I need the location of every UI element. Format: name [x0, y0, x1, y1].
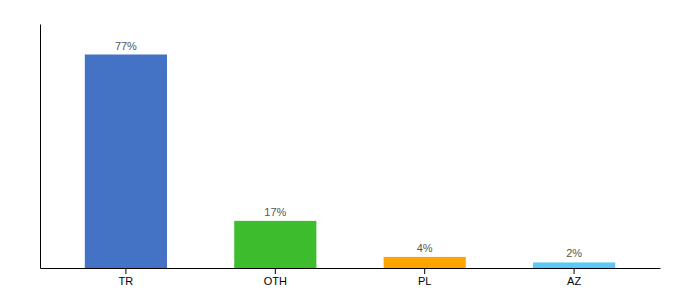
x-axis: TR OTH PL AZ	[41, 268, 661, 287]
x-tick-label: TR	[119, 275, 134, 287]
data-label: 77%	[115, 40, 137, 52]
bar	[85, 55, 167, 269]
data-labels: 77% 17% 4% 2%	[115, 40, 582, 260]
x-tick-mark	[424, 268, 425, 274]
x-tick: AZ	[567, 268, 581, 287]
x-tick-mark	[275, 268, 276, 274]
chart: TR OTH PL AZ 77% 17% 4% 2%	[0, 0, 680, 300]
x-tick: PL	[418, 268, 431, 287]
y-axis	[40, 25, 41, 269]
x-tick: OTH	[264, 268, 287, 287]
bars	[85, 55, 615, 269]
x-tick: TR	[119, 268, 134, 287]
x-tick-mark	[125, 268, 126, 274]
bar	[533, 262, 615, 268]
x-tick-mark	[574, 268, 575, 274]
bar	[384, 257, 466, 268]
bar	[234, 221, 316, 268]
data-label: 2%	[566, 247, 582, 259]
x-tick-label: PL	[418, 275, 431, 287]
plot: TR OTH PL AZ 77% 17% 4% 2%	[41, 25, 661, 287]
x-tick-label: AZ	[567, 275, 581, 287]
x-tick-label: OTH	[264, 275, 287, 287]
y-axis-line	[40, 25, 41, 269]
x-axis-line	[41, 268, 661, 269]
data-label: 17%	[264, 206, 286, 218]
data-label: 4%	[417, 242, 433, 254]
